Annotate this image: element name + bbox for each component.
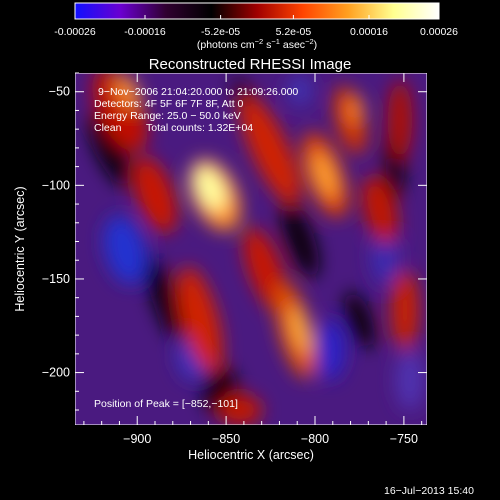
annotation-time-range: 9−Nov−2006 21:04:20.000 to 21:09:26.000 xyxy=(98,86,298,98)
y-tick-label: −50 xyxy=(49,85,70,99)
y-axis-label: Heliocentric Y (arcsec) xyxy=(13,186,27,311)
colorbar-tick-label: -0.00026 xyxy=(54,26,96,38)
annotation-detectors: Detectors: 4F 5F 6F 7F 8F, Att 0 xyxy=(94,98,244,110)
heatmap xyxy=(75,73,427,425)
colorbar-tick-label: 0.00016 xyxy=(350,26,388,38)
x-tick-label: −750 xyxy=(390,432,418,446)
colorbar-bar xyxy=(74,2,440,20)
y-tick-label: −150 xyxy=(42,272,70,286)
annotation-energy-range: Energy Range: 25.0 − 50.0 keV xyxy=(94,110,241,122)
colorbar-tick-label: -5.2e-05 xyxy=(201,26,240,38)
x-tick-label: −850 xyxy=(212,432,240,446)
heatmap-blobs xyxy=(88,73,424,425)
y-tick-label: −100 xyxy=(42,178,70,192)
annotation-total-counts: Total counts: 1.32E+04 xyxy=(146,122,253,134)
footer-timestamp: 16−Jul−2013 15:40 xyxy=(384,485,474,497)
colorbar-tick-label: 0.00026 xyxy=(420,26,458,38)
x-tick-label: −800 xyxy=(301,432,329,446)
x-tick-label: −900 xyxy=(123,432,151,446)
colorbar-tick-label: -0.00016 xyxy=(124,26,166,38)
colorbar: -0.00026 -0.00016 -5.2e-05 5.2e-05 0.00016 0.… xyxy=(54,2,458,51)
annotation-peak-position: Position of Peak = [−852,−101] xyxy=(94,398,238,410)
x-axis-ticks: −900 −850 −800 −750 xyxy=(83,73,423,446)
y-axis-ticks: −50 −100 −150 −200 xyxy=(42,72,427,411)
annotation-clean: Clean xyxy=(94,122,122,134)
colorbar-unit-label: (photons cm−2 s−1 asec−2) xyxy=(197,37,317,51)
x-axis-label: Heliocentric X (arcsec) xyxy=(188,448,314,462)
colorbar-ticks: -0.00026 -0.00016 -5.2e-05 5.2e-05 0.00016 0.… xyxy=(54,15,458,38)
annotations: 9−Nov−2006 21:04:20.000 to 21:09:26.000 … xyxy=(94,86,298,410)
y-tick-label: −200 xyxy=(42,366,70,380)
colorbar-tick-label: 5.2e-05 xyxy=(276,26,312,38)
chart-title: Reconstructed RHESSI Image xyxy=(149,56,352,73)
